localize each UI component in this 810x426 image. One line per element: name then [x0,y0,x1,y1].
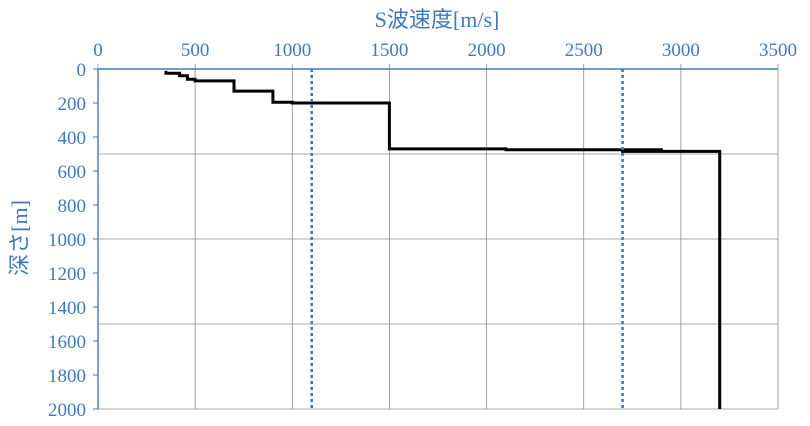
grid-lines [93,64,779,410]
x-tick-label: 3000 [662,40,700,61]
y-tick-label: 600 [58,162,87,183]
y-tick-label: 200 [58,94,87,115]
x-tick-label: 1500 [370,40,408,61]
x-tick-label: 1000 [273,40,311,61]
x-tick-label: 2000 [468,40,506,61]
y-tick-label: 400 [58,128,87,149]
y-axis-title: 深さ[m] [7,200,32,276]
y-tick-label: 2000 [48,400,86,421]
y-tick-label: 1800 [48,366,86,387]
y-tick-label: 1600 [48,332,86,353]
velocity-profile-line [164,70,722,409]
x-tick-label: 2500 [565,40,603,61]
series-layer [164,69,722,409]
y-tick-label: 1000 [48,230,86,251]
y-tick-label: 0 [77,60,87,81]
x-tick-label: 0 [93,40,103,61]
x-tick-label: 3500 [759,40,797,61]
x-tick-label: 500 [181,40,210,61]
y-tick-labels: 0 200 400 600 800 1000 1200 1400 1600 1800 2000 [48,60,86,421]
y-tick-label: 800 [58,196,87,217]
y-tick-label: 1200 [48,264,86,285]
x-tick-labels: 0 500 1000 1500 2000 2500 3000 3500 [93,40,797,61]
x-axis-title: S波速度[m/s] [375,7,500,32]
y-tick-label: 1400 [48,298,86,319]
